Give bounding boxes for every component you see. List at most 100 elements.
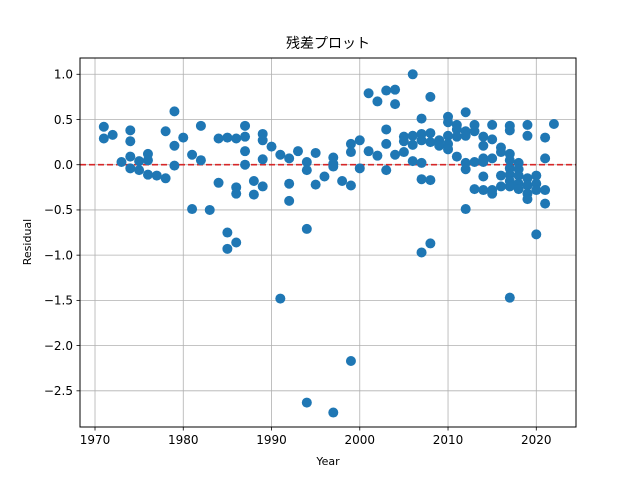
y-axis-ticks: −2.5 −2.0 −1.5 −1.0 −0.5 0.0 0.5 1.0 — [44, 68, 80, 398]
data-point — [345, 138, 356, 149]
data-point — [257, 154, 268, 165]
data-point — [310, 179, 321, 190]
data-points — [98, 69, 559, 418]
data-point — [513, 170, 524, 181]
data-point — [310, 147, 321, 158]
y-axis-label: Residual — [21, 219, 34, 265]
data-point — [222, 227, 233, 238]
data-point — [425, 175, 436, 186]
data-point — [478, 157, 489, 168]
data-point — [319, 171, 330, 182]
data-point — [522, 119, 533, 130]
data-point — [125, 136, 136, 147]
data-point — [522, 194, 533, 205]
y-tick-label: −2.0 — [44, 339, 73, 353]
data-point — [363, 88, 374, 99]
data-point — [231, 237, 242, 248]
data-point — [151, 170, 162, 181]
data-point — [522, 180, 533, 191]
data-point — [504, 292, 515, 303]
data-point — [398, 136, 409, 147]
data-point — [248, 189, 259, 200]
data-point — [169, 140, 180, 151]
x-tick-label: 2020 — [521, 433, 552, 447]
data-point — [301, 165, 312, 176]
y-tick-label: 0.5 — [54, 113, 73, 127]
data-point — [195, 155, 206, 166]
x-tick-label: 1990 — [256, 433, 287, 447]
data-point — [540, 153, 551, 164]
data-point — [522, 173, 533, 184]
data-point — [257, 135, 268, 146]
data-point — [240, 131, 251, 142]
data-point — [443, 117, 454, 128]
data-point — [460, 107, 471, 118]
data-point — [142, 169, 153, 180]
data-point — [142, 155, 153, 166]
plot-frame — [79, 57, 577, 428]
y-tick-label: 1.0 — [54, 68, 73, 82]
data-point — [345, 180, 356, 191]
y-tick-label: −1.0 — [44, 248, 73, 262]
data-point — [443, 144, 454, 155]
data-point — [381, 85, 392, 96]
data-point — [178, 132, 189, 143]
data-point — [125, 125, 136, 136]
data-point — [231, 133, 242, 144]
data-point — [248, 176, 259, 186]
data-point — [495, 181, 506, 192]
data-point — [116, 157, 127, 168]
data-point — [425, 91, 436, 102]
data-point — [257, 181, 268, 192]
data-point — [240, 159, 251, 170]
x-tick-label: 1980 — [168, 433, 199, 447]
data-point — [160, 173, 171, 184]
data-point — [460, 164, 471, 175]
data-point — [213, 133, 224, 144]
data-point — [134, 156, 145, 167]
data-point — [425, 238, 436, 249]
y-tick-label: −1.5 — [44, 294, 73, 308]
data-point — [434, 140, 445, 151]
data-point — [443, 130, 454, 141]
data-point — [504, 181, 515, 192]
data-point — [284, 178, 295, 189]
data-point — [390, 149, 401, 160]
data-point — [328, 161, 339, 172]
data-point — [372, 150, 383, 161]
data-point — [540, 198, 551, 209]
data-point — [469, 157, 480, 168]
data-point — [407, 139, 418, 150]
data-point — [531, 185, 542, 196]
data-point — [513, 184, 524, 195]
data-point — [390, 84, 401, 95]
data-point — [222, 132, 233, 143]
data-point — [187, 204, 198, 215]
data-point — [407, 69, 418, 80]
data-point — [495, 170, 506, 181]
data-point — [213, 177, 224, 188]
x-tick-label: 2000 — [344, 433, 375, 447]
data-point — [381, 165, 392, 176]
data-point — [204, 204, 215, 215]
data-point — [425, 128, 436, 139]
data-point — [125, 163, 136, 174]
data-point — [240, 146, 251, 157]
x-tick-label: 1970 — [80, 433, 111, 447]
data-point — [231, 188, 242, 199]
data-point — [531, 170, 542, 181]
data-point — [169, 160, 180, 171]
data-point — [301, 223, 312, 234]
data-point — [416, 135, 427, 146]
y-tick-label: 0.0 — [54, 158, 73, 172]
data-point — [301, 157, 312, 168]
data-point — [478, 140, 489, 151]
data-point — [107, 129, 118, 140]
data-point — [460, 204, 471, 215]
data-point — [398, 147, 409, 158]
data-point — [160, 126, 171, 137]
data-point — [390, 99, 401, 110]
data-point — [240, 120, 251, 131]
x-axis-ticks: 1970 1980 1990 2000 2010 2020 — [80, 427, 552, 447]
